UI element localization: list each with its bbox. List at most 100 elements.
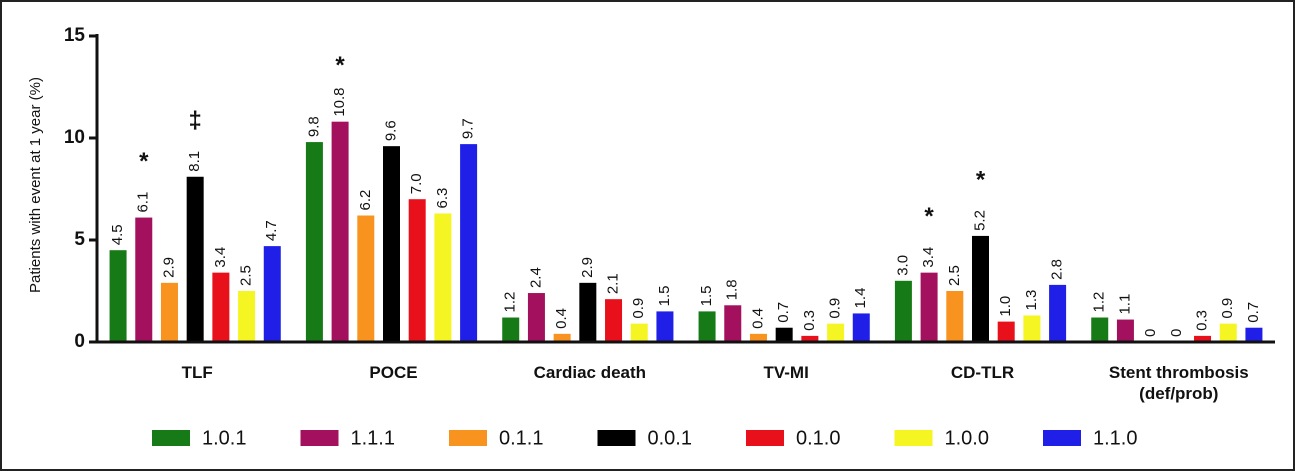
bar [997,321,1015,342]
legend-swatch [894,430,933,446]
bar [186,176,204,342]
bar [160,282,178,342]
bar [1049,284,1067,342]
value-label: 8.1 [186,151,203,172]
bar [553,333,571,342]
value-label: 6.2 [357,190,374,211]
value-label: 9.7 [460,118,477,139]
value-label: 2.9 [579,257,596,278]
value-label: 1.0 [997,296,1014,317]
bar [434,213,452,342]
bar [630,323,648,342]
value-label: 1.5 [698,286,715,307]
value-label: 9.6 [382,120,399,141]
y-axis-label: Patients with event at 1 year (%) [27,77,44,293]
value-label: 0.9 [827,298,844,319]
value-label: 1.4 [852,288,869,309]
bar [305,142,323,342]
value-label: 1.2 [1091,292,1108,313]
value-label: 10.8 [331,87,348,116]
bar [605,299,623,342]
annotation: ‡ [188,107,201,134]
legend-swatch [152,430,190,446]
bar [1194,335,1212,342]
bar [1245,327,1263,342]
bar [460,144,478,342]
bar [109,250,127,342]
y-tick-label: 5 [74,229,85,250]
bar [698,311,716,342]
legend-swatch [449,430,487,446]
x-tick-label: POCE [369,363,418,382]
bar [1091,317,1109,342]
value-label: 0 [1142,329,1159,337]
bar [357,215,375,342]
annotation: * [924,203,934,230]
value-label: 0.3 [801,310,818,331]
value-label: 6.1 [135,192,152,213]
x-tick-label: Cardiac death [533,363,647,382]
bar [775,327,793,342]
value-label: 4.5 [109,224,126,245]
bar [579,282,597,342]
value-label: 0.9 [630,298,647,319]
bar [894,280,912,342]
x-tick-label: TV-MI [763,363,809,382]
value-label: 2.9 [160,257,177,278]
legend-swatch [597,430,636,446]
value-label: 4.7 [263,220,280,241]
y-tick-label: 10 [64,127,85,148]
bar [724,305,742,342]
bar [1116,319,1134,342]
value-label: 1.8 [724,279,741,300]
legend-label: 1.1.1 [351,427,395,449]
value-label: 2.5 [946,265,963,286]
bar [749,333,767,342]
value-label: 3.4 [212,247,229,268]
y-tick-label: 15 [64,25,86,46]
bar [263,246,281,342]
bar [946,291,964,342]
value-label: 0.4 [553,308,570,329]
value-label: 7.0 [408,173,425,194]
value-label: 0.7 [1245,302,1262,323]
bar [852,313,870,342]
legend-label: 1.0.0 [945,427,989,449]
value-label: 1.3 [1023,290,1040,311]
value-label: 3.4 [920,247,937,268]
bar [238,291,256,342]
value-label: 2.1 [605,273,622,294]
legend-swatch [1043,430,1081,446]
value-label: 6.3 [434,188,451,209]
value-label: 9.8 [305,116,322,137]
bar [920,272,938,342]
legend-swatch [746,430,784,446]
bar [1219,323,1237,342]
x-tick-label: Stent thrombosis (def/prob) [1108,363,1249,403]
x-tick-label: CD-TLR [950,363,1015,382]
bar [827,323,845,342]
value-label: 2.4 [527,267,544,288]
bar [656,311,674,342]
x-tick-label: TLF [181,363,213,382]
legend-label: 0.1.0 [796,427,840,449]
bar [1023,315,1041,342]
bar [527,293,545,342]
value-label: 2.8 [1049,259,1066,280]
annotation: * [335,52,345,79]
value-label: 0 [1168,329,1185,337]
legend-label: 1.1.0 [1093,427,1137,449]
bar [972,235,989,342]
bar [135,217,153,342]
annotation: * [976,166,986,193]
value-label: 0.7 [775,302,792,323]
legend-label: 1.0.1 [202,427,246,449]
value-label: 1.5 [656,286,673,307]
value-label: 2.5 [238,265,255,286]
value-label: 1.2 [502,292,519,313]
value-label: 0.9 [1219,298,1236,319]
bar [408,199,426,342]
value-label: 1.1 [1116,294,1133,315]
